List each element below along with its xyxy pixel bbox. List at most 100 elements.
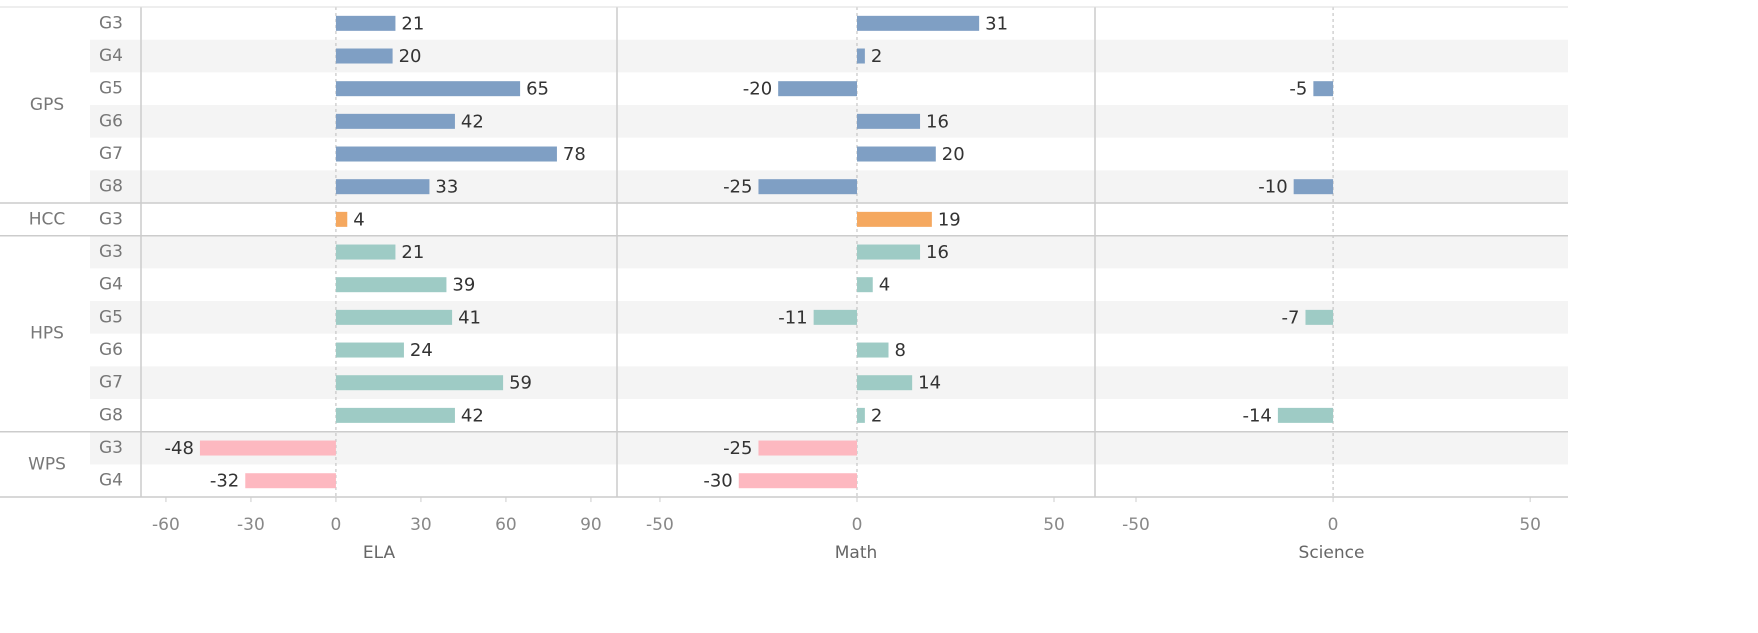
x-tick-label: 0: [1328, 515, 1339, 535]
bar: [1293, 179, 1334, 195]
bar: [335, 407, 455, 423]
bar: [738, 473, 857, 489]
grade-label: G4: [99, 275, 123, 295]
x-tick-label: 50: [1519, 515, 1541, 535]
value-label: -7: [1282, 307, 1300, 328]
value-label: 16: [926, 111, 949, 132]
x-tick-label: -30: [237, 515, 265, 535]
value-label: 42: [461, 111, 484, 132]
grade-label: G7: [99, 373, 123, 393]
grade-label: G8: [99, 177, 123, 197]
grade-label: G3: [99, 13, 123, 33]
bar: [335, 375, 504, 391]
bar: [758, 440, 857, 456]
grade-label: G5: [99, 307, 123, 327]
value-label: 33: [435, 177, 458, 198]
bar: [1277, 407, 1334, 423]
grade-label: G8: [99, 405, 123, 425]
value-label: -10: [1258, 177, 1287, 198]
value-label: -14: [1242, 405, 1271, 426]
value-label: 16: [926, 242, 949, 263]
value-label: -5: [1289, 79, 1307, 100]
x-tick-label: 60: [495, 515, 517, 535]
panel-title: Science: [1299, 543, 1365, 563]
bar: [245, 473, 336, 489]
value-label: 4: [353, 209, 364, 230]
row-band: [90, 366, 1568, 400]
bar: [856, 211, 932, 227]
x-tick-label: -50: [1122, 515, 1150, 535]
bar: [335, 113, 455, 129]
bar: [335, 146, 557, 162]
bar: [856, 407, 865, 423]
bar: [856, 375, 913, 391]
value-label: 2: [871, 46, 882, 67]
bar: [1305, 309, 1334, 325]
group-label: HPS: [30, 324, 64, 344]
grade-label: G3: [99, 209, 123, 229]
row-band: [90, 39, 1568, 73]
group-label: HCC: [29, 209, 66, 229]
grade-label: G3: [99, 438, 123, 458]
bar: [335, 211, 348, 227]
x-tick-label: 0: [331, 515, 342, 535]
value-label: 41: [458, 307, 481, 328]
x-tick-label: -50: [646, 515, 674, 535]
group-label: WPS: [28, 454, 66, 474]
value-label: 2: [871, 405, 882, 426]
bar: [856, 277, 873, 293]
grade-label: G6: [99, 340, 123, 360]
value-label: 20: [942, 144, 965, 165]
grade-label: G4: [99, 471, 123, 491]
value-label: -20: [743, 79, 772, 100]
panel-title: ELA: [363, 543, 396, 563]
value-label: 31: [985, 13, 1008, 34]
bar: [335, 244, 396, 260]
value-label: 65: [526, 79, 549, 100]
grade-label: G4: [99, 46, 123, 66]
value-label: 78: [563, 144, 586, 165]
value-label: -32: [210, 471, 239, 492]
value-label: 21: [401, 13, 424, 34]
value-label: 39: [452, 275, 475, 296]
x-tick-label: 50: [1043, 515, 1065, 535]
value-label: -11: [778, 307, 807, 328]
value-label: 59: [509, 373, 532, 394]
row-band: [90, 235, 1568, 269]
value-label: 42: [461, 405, 484, 426]
grade-label: G5: [99, 79, 123, 99]
bar: [778, 81, 857, 97]
bar: [335, 342, 404, 358]
panel-title: Math: [835, 543, 878, 563]
bar: [856, 146, 936, 162]
x-tick-label: 30: [410, 515, 432, 535]
value-label: 19: [938, 209, 961, 230]
bar: [1313, 81, 1334, 97]
bar: [335, 48, 393, 64]
bar: [335, 277, 447, 293]
x-tick-label: -60: [152, 515, 180, 535]
bar: [335, 179, 430, 195]
grade-label: G7: [99, 144, 123, 164]
bar: [813, 309, 857, 325]
value-label: -30: [703, 471, 732, 492]
bar: [856, 244, 921, 260]
group-label: GPS: [30, 95, 64, 115]
bar: [199, 440, 336, 456]
x-tick-label: 90: [580, 515, 602, 535]
grade-label: G6: [99, 111, 123, 131]
bar: [856, 113, 921, 129]
value-label: 20: [399, 46, 422, 67]
value-label: 8: [895, 340, 906, 361]
grade-label: G3: [99, 242, 123, 262]
value-label: -25: [723, 177, 752, 198]
x-tick-label: 0: [852, 515, 863, 535]
bar: [758, 179, 857, 195]
value-label: -48: [165, 438, 194, 459]
bar: [856, 48, 865, 64]
bar: [335, 309, 453, 325]
row-band: [90, 105, 1568, 138]
bar: [856, 342, 889, 358]
value-label: 21: [401, 242, 424, 263]
